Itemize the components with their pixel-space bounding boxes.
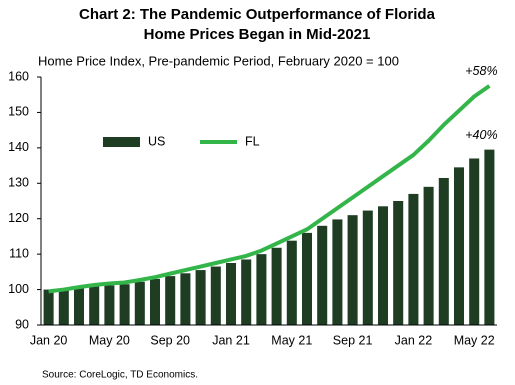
bar bbox=[301, 232, 313, 325]
bar bbox=[408, 193, 419, 325]
subtitle: Home Price Index, Pre-pandemic Period, F… bbox=[38, 53, 399, 68]
y-tick-label: 100 bbox=[8, 282, 29, 296]
legend-swatch bbox=[103, 137, 140, 147]
bar bbox=[484, 149, 495, 325]
bar bbox=[317, 225, 328, 325]
x-tick-label: Jan 20 bbox=[30, 333, 68, 347]
bar bbox=[362, 210, 373, 325]
chart-title: Home Prices Began in Mid-2021 bbox=[144, 26, 371, 43]
bar bbox=[134, 281, 145, 325]
bar bbox=[423, 186, 434, 325]
bar bbox=[165, 276, 176, 325]
bar bbox=[438, 177, 449, 325]
x-tick-label: Jan 21 bbox=[212, 333, 250, 347]
bar bbox=[332, 219, 343, 325]
annotation: +58% bbox=[465, 64, 497, 78]
bar bbox=[225, 263, 237, 325]
bar bbox=[73, 287, 85, 325]
source: Source: CoreLogic, TD Economics. bbox=[42, 370, 198, 381]
bar bbox=[43, 289, 54, 325]
legend-label: FL bbox=[245, 134, 260, 148]
bar bbox=[241, 259, 252, 325]
bar bbox=[256, 254, 267, 325]
y-tick-label: 150 bbox=[8, 105, 29, 119]
bar bbox=[180, 273, 191, 325]
bar bbox=[104, 285, 115, 325]
line bbox=[48, 84, 491, 294]
legend-label: US bbox=[148, 134, 165, 148]
y-tick-label: 130 bbox=[8, 176, 29, 190]
x-tick-label: Sep 21 bbox=[333, 333, 373, 347]
bar bbox=[469, 158, 480, 325]
bar bbox=[195, 270, 206, 325]
bar bbox=[58, 288, 69, 325]
bar bbox=[89, 286, 100, 325]
bar bbox=[453, 167, 465, 325]
y-tick-label: 120 bbox=[8, 211, 29, 225]
bar bbox=[347, 215, 358, 325]
bar bbox=[119, 284, 130, 325]
bar bbox=[393, 201, 404, 325]
x-tick-label: May 21 bbox=[271, 333, 312, 347]
x-tick-label: Sep 20 bbox=[150, 333, 190, 347]
bar bbox=[149, 278, 161, 325]
chart-title: Chart 2: The Pandemic Outperformance of … bbox=[79, 6, 436, 23]
bar bbox=[377, 206, 389, 325]
y-tick-label: 160 bbox=[8, 69, 29, 83]
x-tick-label: May 22 bbox=[454, 333, 495, 347]
annotation: +40% bbox=[465, 128, 497, 142]
x-tick-label: Jan 22 bbox=[395, 333, 433, 347]
y-tick-label: 110 bbox=[9, 246, 29, 260]
bar bbox=[286, 240, 297, 325]
x-tick-label: May 20 bbox=[89, 333, 130, 347]
bar bbox=[271, 247, 282, 325]
bar bbox=[210, 266, 221, 325]
y-tick-label: 90 bbox=[15, 317, 29, 331]
y-tick-label: 140 bbox=[8, 140, 29, 154]
